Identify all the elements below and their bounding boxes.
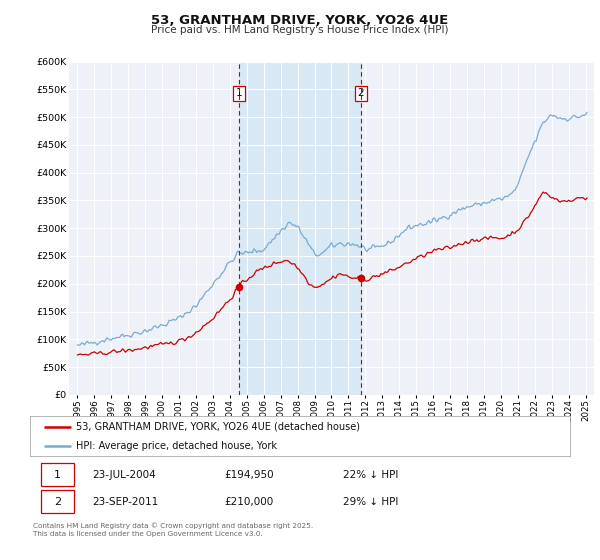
Text: 23-JUL-2004: 23-JUL-2004 [92, 470, 156, 480]
Text: 53, GRANTHAM DRIVE, YORK, YO26 4UE (detached house): 53, GRANTHAM DRIVE, YORK, YO26 4UE (deta… [76, 422, 360, 432]
FancyBboxPatch shape [41, 463, 74, 486]
Text: 22% ↓ HPI: 22% ↓ HPI [343, 470, 398, 480]
Text: HPI: Average price, detached house, York: HPI: Average price, detached house, York [76, 441, 277, 450]
Text: 2: 2 [358, 88, 364, 98]
Bar [239, 62, 361, 395]
Text: Contains HM Land Registry data © Crown copyright and database right 2025.
This d: Contains HM Land Registry data © Crown c… [33, 522, 313, 536]
Text: Price paid vs. HM Land Registry's House Price Index (HPI): Price paid vs. HM Land Registry's House … [151, 25, 449, 35]
Text: 53, GRANTHAM DRIVE, YORK, YO26 4UE: 53, GRANTHAM DRIVE, YORK, YO26 4UE [151, 14, 449, 27]
Text: 29% ↓ HPI: 29% ↓ HPI [343, 497, 398, 507]
Text: £210,000: £210,000 [224, 497, 274, 507]
Text: 1: 1 [54, 470, 61, 480]
Text: 2: 2 [54, 497, 61, 507]
Text: 1: 1 [236, 88, 242, 98]
FancyBboxPatch shape [41, 491, 74, 514]
Text: 23-SEP-2011: 23-SEP-2011 [92, 497, 158, 507]
Text: £194,950: £194,950 [224, 470, 274, 480]
